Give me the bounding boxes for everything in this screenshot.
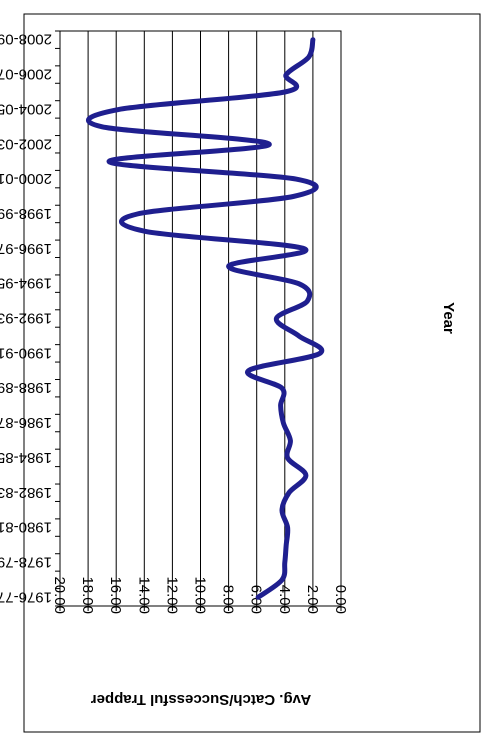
y-tick-label: 10.00 <box>192 576 209 614</box>
y-tick-label: 2.00 <box>304 585 321 614</box>
x-tick-label: 1980-81 <box>0 519 52 536</box>
x-tick-label: 1996-97 <box>0 240 52 257</box>
y-axis-title: Avg. Catch/Successful Trapper <box>91 691 312 708</box>
x-tick-label: 1992-93 <box>0 310 52 327</box>
y-tick-label: 8.00 <box>220 585 237 614</box>
y-tick-label: 20.00 <box>51 576 68 614</box>
x-tick-label: 1998-99 <box>0 205 52 222</box>
x-tick-label: 1994-95 <box>0 275 52 292</box>
chart-rotated-group: 0.00 2.00 4.00 6.00 8.00 10.00 12.00 14.00 16.00… <box>0 30 457 708</box>
y-tick-label: 4.00 <box>276 585 293 614</box>
x-tick-label: 1986-87 <box>0 414 52 431</box>
y-tick-label: 14.00 <box>135 576 152 614</box>
x-tick-label: 1984-85 <box>0 449 52 466</box>
y-axis-tick-labels: 0.00 2.00 4.00 6.00 8.00 10.00 12.00 14.00 16.00… <box>51 576 349 614</box>
y-tick-label: 0.00 <box>332 585 349 614</box>
x-tick-label: 2004-05 <box>0 100 52 117</box>
y-tick-label: 18.00 <box>79 576 96 614</box>
series-line <box>86 37 325 600</box>
x-tick-label: 1988-89 <box>0 379 52 396</box>
y-tick-label: 12.00 <box>163 576 180 614</box>
y-tick-label: 6.00 <box>248 585 265 614</box>
x-tick-label: 2008-09 <box>0 31 52 48</box>
x-axis-title: Year <box>440 302 457 334</box>
x-tick-label: 2006-07 <box>0 66 52 83</box>
y-tick-label: 16.00 <box>107 576 124 614</box>
x-axis-tick-labels: 1976-77 1978-79 1980-81 1982-83 1984-85 1986-… <box>0 31 52 606</box>
x-tick-label: 2002-03 <box>0 135 52 152</box>
x-tick-label: 2000-01 <box>0 170 52 187</box>
x-tick-label: 1978-79 <box>0 553 52 570</box>
x-tick-label: 1982-83 <box>0 484 52 501</box>
x-tick-label: 1976-77 <box>0 588 52 605</box>
x-tick-label: 1990-91 <box>0 344 52 361</box>
